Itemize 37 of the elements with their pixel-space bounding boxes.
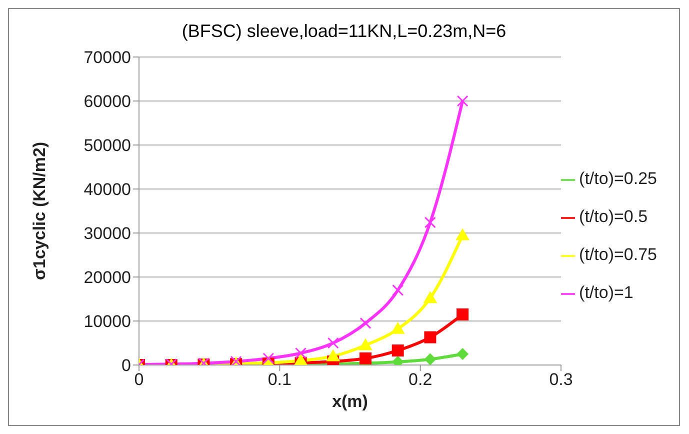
point [294, 354, 308, 365]
point [327, 337, 339, 349]
point [456, 95, 468, 107]
legend-label: (t/to)=0.75 [579, 245, 657, 264]
y-tick-label: 40000 [84, 180, 131, 200]
point [392, 344, 404, 356]
point [326, 349, 340, 362]
y-tick-label: 30000 [84, 224, 131, 244]
x-tick-label: 0.2 [408, 370, 432, 390]
x-axis-title: x(m) [332, 392, 368, 411]
x-tick-label: 0.1 [268, 370, 292, 390]
y-tick-label: 70000 [84, 48, 131, 68]
x-tick-label: 0 [134, 370, 144, 390]
chart-title: (BFSC) sleeve,load=11KN,L=0.23m,N=6 [180, 20, 508, 43]
y-tick-label: 0 [122, 356, 131, 376]
legend-label: (t/to)=0.5 [579, 207, 648, 226]
point [390, 322, 405, 334]
y-tick-label: 50000 [84, 136, 131, 156]
x-tick-label: 0.3 [549, 370, 573, 390]
point [295, 347, 307, 359]
point [424, 331, 436, 344]
point [424, 216, 436, 228]
y-tick-label: 60000 [84, 92, 131, 112]
point [360, 317, 372, 329]
y-tick-label: 10000 [84, 312, 131, 332]
legend-label: (t/to)=0.25 [579, 169, 657, 188]
point [359, 352, 372, 364]
point [456, 348, 469, 360]
y-tick-label: 20000 [84, 268, 131, 288]
point [456, 228, 470, 240]
point [392, 284, 404, 296]
point [456, 308, 469, 320]
y-axis-title: σ1cyclic (KN/m2) [30, 142, 50, 280]
point [424, 353, 436, 365]
point [358, 338, 372, 350]
point [423, 291, 438, 304]
legend-label: (t/to)=1 [579, 283, 634, 302]
